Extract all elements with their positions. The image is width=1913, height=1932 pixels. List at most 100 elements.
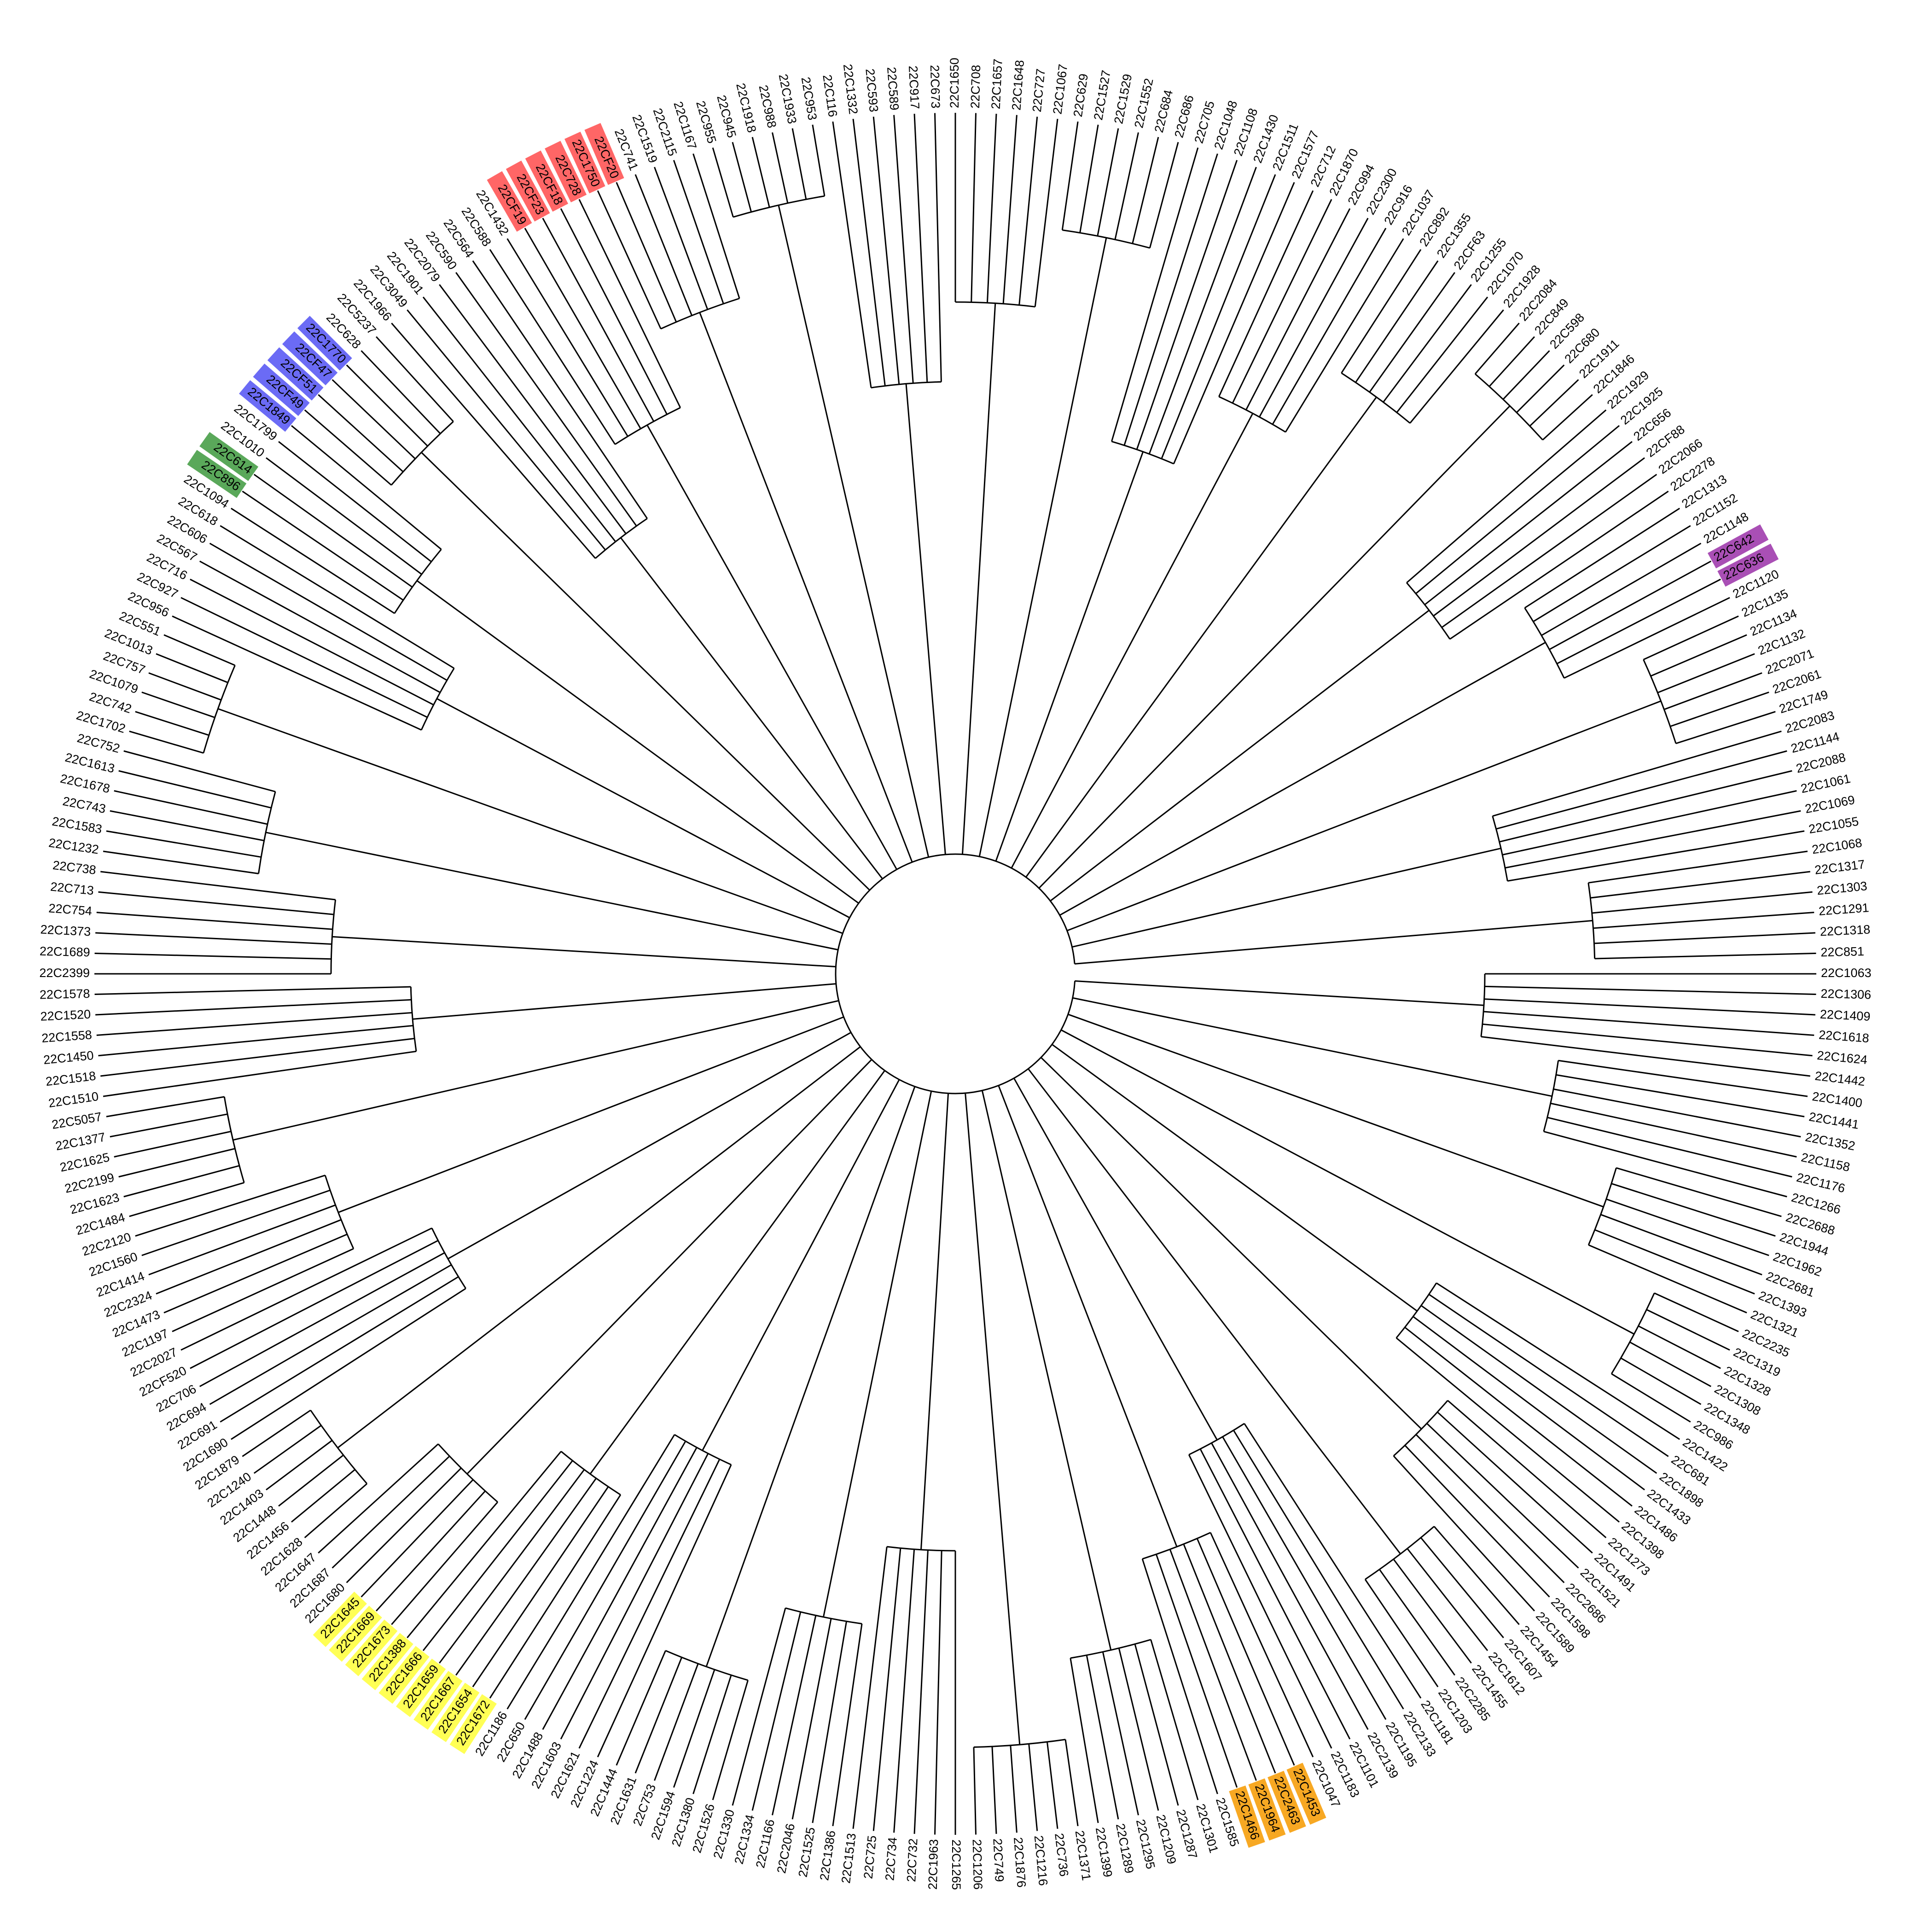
branch — [1474, 322, 1520, 375]
branch — [1650, 634, 1747, 677]
branch — [1549, 560, 1711, 650]
leaf-label: 22C725 — [861, 1835, 879, 1880]
clade-highlight — [282, 331, 338, 385]
branch-arc — [1396, 1282, 1437, 1338]
branch — [1663, 672, 1762, 710]
branch — [654, 167, 709, 310]
clade-highlight — [584, 123, 624, 185]
leaf-label: 22C1318 — [1820, 922, 1871, 938]
branch — [1383, 284, 1472, 403]
branch — [1481, 1036, 1810, 1077]
branch — [934, 1550, 942, 1835]
branch — [1489, 336, 1535, 387]
branch — [542, 218, 655, 422]
branch — [278, 1455, 344, 1507]
branch-arc — [887, 1546, 956, 1552]
leaf-label: 22C684 — [1152, 88, 1175, 134]
leaf-label: 22C713 — [50, 880, 94, 898]
leaf-label: 22C686 — [1172, 93, 1196, 139]
leaf-label: 22C945 — [714, 93, 738, 139]
branch — [1558, 1059, 1808, 1097]
branch — [1543, 1130, 1787, 1198]
branch — [95, 932, 332, 945]
branch — [106, 1096, 225, 1117]
branch — [407, 1451, 562, 1638]
branch-arc — [785, 1607, 862, 1624]
branch — [1132, 137, 1159, 244]
branch — [1245, 208, 1351, 410]
branch — [1075, 980, 1484, 1006]
leaf-label: 22C1527 — [1091, 69, 1113, 121]
branch — [560, 1453, 709, 1740]
leaf-label: 22C732 — [904, 1838, 920, 1882]
leaf-label: 22C988 — [756, 84, 779, 129]
branch — [94, 952, 331, 960]
clade-highlight — [545, 140, 587, 203]
branch — [913, 1550, 929, 1834]
branch — [1161, 174, 1276, 459]
clade-highlight — [329, 1606, 382, 1662]
branch — [1233, 1430, 1404, 1710]
branch — [920, 1093, 949, 1550]
branch — [646, 425, 897, 870]
branch — [1407, 1548, 1489, 1651]
branch — [338, 1016, 844, 1213]
branch — [732, 142, 752, 212]
branch — [1086, 1655, 1119, 1820]
leaf-label: 22C2199 — [63, 1170, 116, 1196]
branch — [318, 1443, 439, 1554]
branch — [242, 1409, 311, 1457]
leaf-label: 22C708 — [968, 65, 983, 109]
branch — [416, 580, 859, 904]
branch — [1594, 932, 1815, 944]
branch — [1028, 1744, 1038, 1831]
branch-arc — [420, 668, 455, 730]
branch-arc — [1474, 373, 1543, 441]
branch — [751, 1612, 802, 1811]
branch — [995, 451, 1144, 861]
leaf-label: 22C752 — [76, 731, 121, 756]
branch — [376, 336, 454, 422]
branch — [1449, 490, 1669, 640]
branch — [832, 121, 872, 388]
branch — [346, 1467, 462, 1583]
clade-highlight — [239, 380, 297, 432]
branch — [1611, 1373, 1691, 1423]
branch — [129, 1182, 244, 1217]
branch — [1433, 457, 1645, 617]
branch — [1492, 730, 1782, 817]
branch — [1123, 153, 1218, 446]
branch — [634, 1657, 683, 1774]
branch — [1588, 850, 1808, 884]
branch — [118, 1148, 235, 1178]
branch — [265, 832, 838, 951]
branch — [1406, 409, 1607, 583]
branch — [981, 1090, 1112, 1650]
branch — [100, 871, 336, 901]
clade-highlight — [187, 450, 247, 498]
branch — [712, 147, 734, 217]
branch — [751, 137, 770, 208]
branch — [291, 1469, 355, 1523]
branch — [1594, 1229, 1755, 1295]
branch — [1050, 610, 1430, 902]
branch — [1420, 1305, 1657, 1474]
branch — [893, 115, 914, 384]
branch — [407, 309, 606, 551]
branch — [148, 1204, 336, 1275]
branch-arc — [665, 1650, 748, 1681]
leaf-label: 22C1399 — [1093, 1826, 1115, 1878]
leaf-label: 22C1216 — [1032, 1835, 1050, 1886]
clade-highlight — [361, 1633, 413, 1690]
branch — [1061, 121, 1079, 230]
branch — [506, 1434, 675, 1710]
branch — [180, 1227, 432, 1351]
leaf-label: 22C1625 — [58, 1150, 110, 1175]
branch — [422, 1460, 573, 1651]
branch — [106, 830, 262, 858]
leaf-label: 22C1166 — [753, 1818, 777, 1869]
branch — [1025, 396, 1377, 878]
branch — [542, 1447, 698, 1730]
leaf-label: 22C1352 — [1804, 1130, 1856, 1153]
